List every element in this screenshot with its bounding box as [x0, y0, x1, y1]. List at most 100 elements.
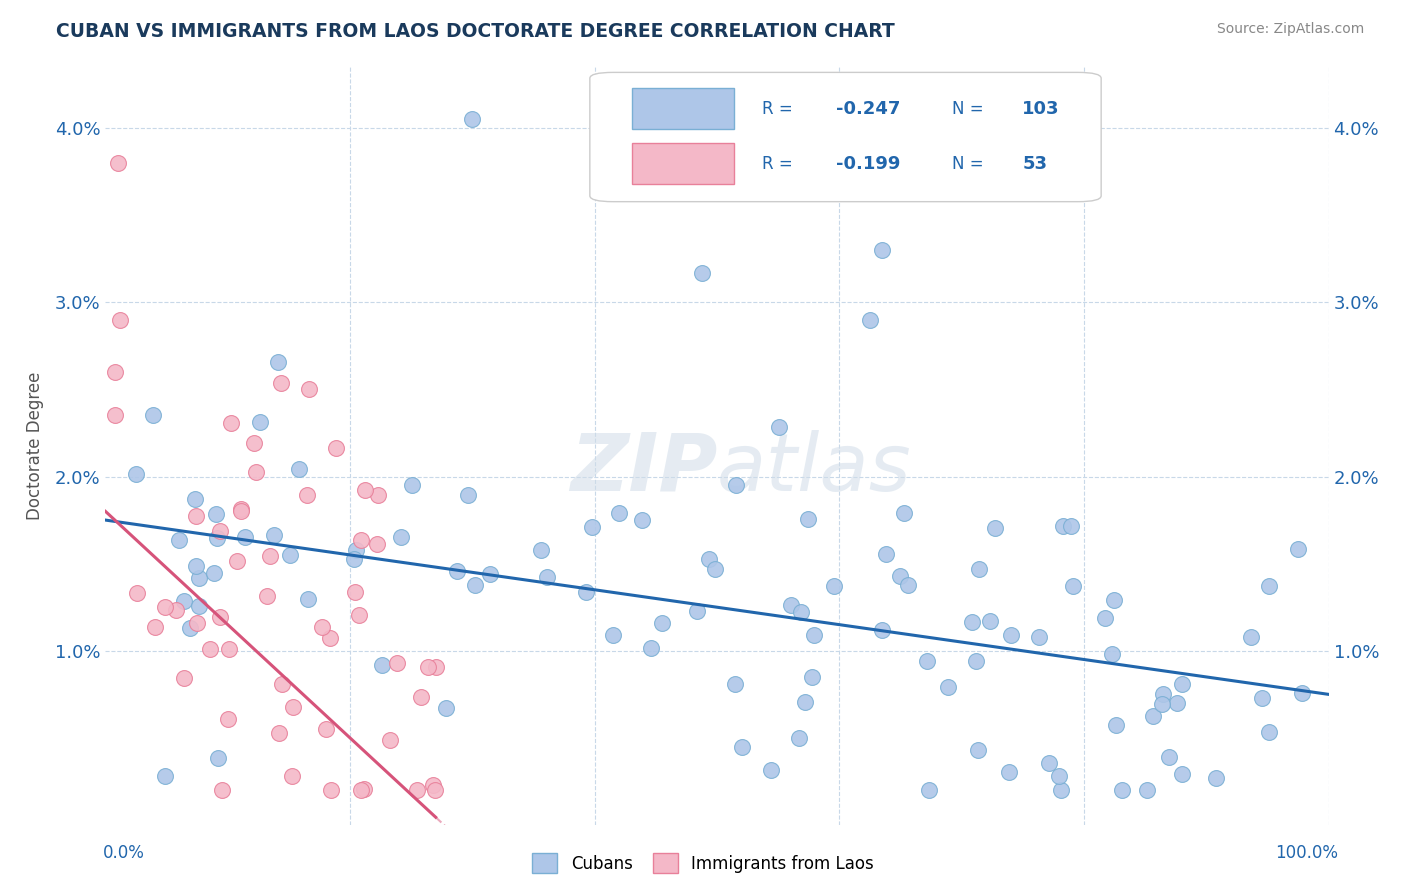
Point — [367, 488, 389, 502]
Point — [188, 571, 211, 585]
Point — [1142, 708, 1164, 723]
Point — [1250, 691, 1272, 706]
Point — [107, 155, 129, 169]
Point — [918, 783, 941, 797]
Point — [198, 641, 221, 656]
Point — [108, 312, 131, 326]
Point — [893, 506, 915, 520]
Point — [217, 712, 239, 726]
Point — [319, 631, 342, 645]
Point — [173, 593, 195, 607]
Point — [422, 778, 444, 792]
Point — [870, 623, 893, 637]
Text: CUBAN VS IMMIGRANTS FROM LAOS DOCTORATE DEGREE CORRELATION CHART: CUBAN VS IMMIGRANTS FROM LAOS DOCTORATE … — [56, 22, 896, 41]
Point — [1166, 697, 1188, 711]
Point — [173, 671, 195, 685]
Point — [787, 731, 810, 745]
Point — [875, 547, 897, 561]
Point — [965, 654, 987, 668]
Point — [796, 511, 818, 525]
Point — [256, 589, 278, 603]
Point — [389, 530, 412, 544]
Point — [409, 690, 432, 704]
Point — [1286, 541, 1309, 556]
Point — [249, 415, 271, 429]
Point — [315, 723, 337, 737]
Point — [229, 502, 252, 516]
Point — [1028, 631, 1050, 645]
Point — [225, 554, 247, 568]
Point — [690, 267, 713, 281]
Text: ZIP: ZIP — [569, 430, 717, 508]
Point — [1062, 579, 1084, 593]
Point — [607, 506, 630, 520]
Text: 100.0%: 100.0% — [1275, 844, 1339, 862]
Point — [104, 408, 127, 422]
Point — [425, 783, 447, 797]
Point — [640, 640, 662, 655]
Point — [823, 579, 845, 593]
Point — [209, 524, 232, 538]
Point — [233, 530, 256, 544]
Point — [378, 733, 401, 747]
Point — [188, 599, 211, 613]
Point — [457, 488, 479, 502]
Point — [278, 548, 301, 562]
Point — [267, 726, 290, 740]
Point — [281, 700, 304, 714]
Point — [1038, 756, 1060, 771]
Point — [311, 619, 333, 633]
Point — [1050, 783, 1073, 797]
Point — [263, 528, 285, 542]
Point — [219, 417, 242, 431]
Point — [1094, 611, 1116, 625]
Point — [209, 610, 232, 624]
Point — [349, 783, 371, 797]
Point — [344, 543, 367, 558]
Point — [366, 537, 388, 551]
Point — [724, 677, 747, 691]
Point — [464, 578, 486, 592]
Point — [207, 751, 229, 765]
Point — [298, 383, 321, 397]
Point — [536, 570, 558, 584]
Point — [724, 477, 747, 491]
Y-axis label: Doctorate Degree: Doctorate Degree — [25, 372, 44, 520]
Point — [478, 567, 501, 582]
Point — [1104, 592, 1126, 607]
Point — [167, 533, 190, 548]
Point — [1152, 687, 1174, 701]
Point — [1240, 630, 1263, 644]
Point — [686, 604, 709, 618]
Point — [186, 508, 208, 523]
Point — [153, 769, 176, 783]
Point — [651, 615, 673, 630]
Point — [385, 656, 408, 670]
Point — [731, 740, 754, 755]
Point — [768, 419, 790, 434]
Point — [353, 782, 375, 797]
Point — [229, 504, 252, 518]
Point — [1052, 518, 1074, 533]
Point — [530, 543, 553, 558]
Point — [370, 658, 392, 673]
Point — [343, 551, 366, 566]
Point — [145, 619, 167, 633]
Point — [1291, 686, 1313, 700]
Point — [125, 586, 148, 600]
Point — [350, 533, 373, 548]
Point — [179, 621, 201, 635]
Point — [295, 488, 318, 502]
Point — [321, 783, 343, 797]
Point — [1111, 783, 1133, 797]
Point — [1171, 766, 1194, 780]
Point — [434, 701, 457, 715]
Point — [581, 520, 603, 534]
Point — [801, 670, 824, 684]
Text: Source: ZipAtlas.com: Source: ZipAtlas.com — [1216, 22, 1364, 37]
Point — [1257, 579, 1279, 593]
Point — [889, 569, 911, 583]
Point — [631, 513, 654, 527]
Point — [984, 521, 1007, 535]
Point — [202, 566, 225, 581]
